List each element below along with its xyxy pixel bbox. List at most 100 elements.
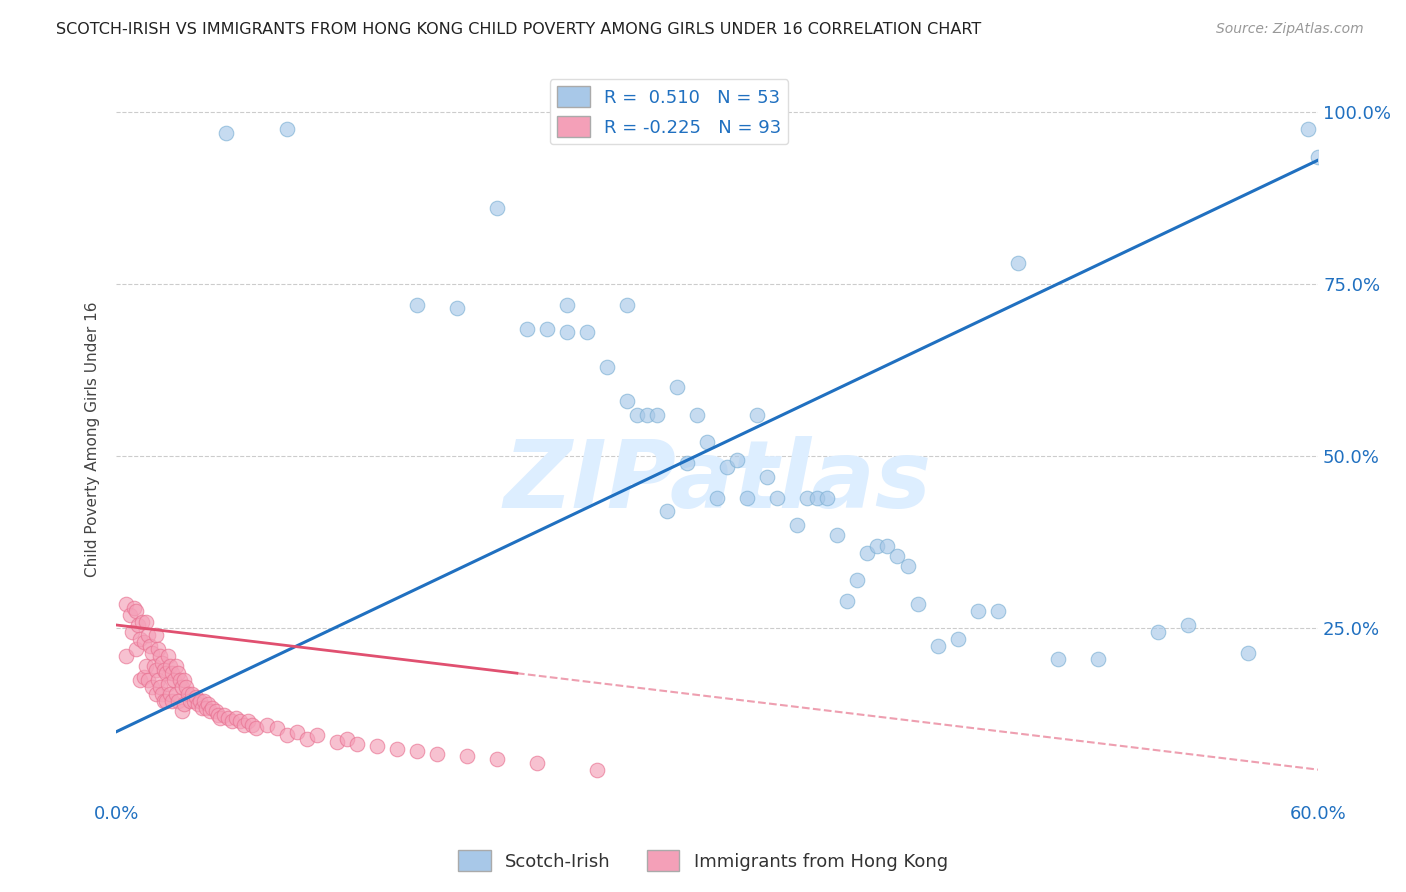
- Point: [159, 687, 181, 701]
- Point: [207, 707, 229, 722]
- Point: [366, 739, 388, 753]
- Point: [655, 504, 678, 518]
- Point: [786, 518, 808, 533]
- Point: [129, 632, 152, 646]
- Point: [485, 202, 508, 216]
- Point: [766, 491, 789, 505]
- Point: [197, 697, 219, 711]
- Point: [756, 470, 779, 484]
- Point: [163, 673, 186, 687]
- Point: [676, 456, 699, 470]
- Point: [121, 624, 143, 639]
- Point: [183, 694, 205, 708]
- Point: [276, 728, 298, 742]
- Point: [124, 600, 146, 615]
- Point: [134, 670, 156, 684]
- Point: [135, 615, 157, 629]
- Point: [195, 700, 218, 714]
- Point: [169, 673, 191, 687]
- Point: [165, 687, 187, 701]
- Point: [167, 666, 190, 681]
- Point: [285, 724, 308, 739]
- Point: [1046, 652, 1069, 666]
- Point: [150, 656, 173, 670]
- Point: [586, 763, 609, 777]
- Point: [815, 491, 838, 505]
- Point: [966, 604, 988, 618]
- Point: [157, 648, 180, 663]
- Text: SCOTCH-IRISH VS IMMIGRANTS FROM HONG KONG CHILD POVERTY AMONG GIRLS UNDER 16 COR: SCOTCH-IRISH VS IMMIGRANTS FROM HONG KON…: [56, 22, 981, 37]
- Point: [205, 704, 228, 718]
- Point: [1147, 624, 1170, 639]
- Point: [217, 711, 239, 725]
- Point: [616, 394, 638, 409]
- Point: [295, 731, 318, 746]
- Point: [696, 435, 718, 450]
- Point: [245, 721, 267, 735]
- Point: [162, 694, 184, 708]
- Point: [136, 673, 159, 687]
- Point: [405, 298, 427, 312]
- Point: [229, 714, 252, 729]
- Point: [159, 659, 181, 673]
- Point: [266, 721, 288, 735]
- Point: [172, 704, 194, 718]
- Text: Source: ZipAtlas.com: Source: ZipAtlas.com: [1216, 22, 1364, 37]
- Point: [186, 690, 208, 705]
- Point: [200, 704, 222, 718]
- Point: [666, 380, 689, 394]
- Legend: Scotch-Irish, Immigrants from Hong Kong: Scotch-Irish, Immigrants from Hong Kong: [451, 843, 955, 879]
- Point: [143, 659, 166, 673]
- Point: [796, 491, 818, 505]
- Point: [135, 659, 157, 673]
- Point: [325, 735, 347, 749]
- Point: [238, 714, 260, 729]
- Point: [856, 546, 879, 560]
- Point: [1296, 122, 1319, 136]
- Point: [148, 673, 170, 687]
- Point: [149, 648, 172, 663]
- Point: [233, 718, 256, 732]
- Point: [149, 680, 172, 694]
- Point: [886, 549, 908, 563]
- Point: [735, 491, 758, 505]
- Point: [336, 731, 359, 746]
- Point: [141, 680, 163, 694]
- Point: [129, 673, 152, 687]
- Point: [405, 744, 427, 758]
- Point: [866, 539, 889, 553]
- Point: [276, 122, 298, 136]
- Point: [139, 639, 162, 653]
- Point: [725, 452, 748, 467]
- Point: [1007, 256, 1029, 270]
- Point: [221, 714, 243, 729]
- Point: [485, 752, 508, 766]
- Point: [125, 604, 148, 618]
- Point: [131, 615, 153, 629]
- Point: [173, 697, 195, 711]
- Point: [120, 607, 142, 622]
- Point: [385, 742, 408, 756]
- Point: [636, 408, 658, 422]
- Point: [536, 322, 558, 336]
- Point: [242, 718, 264, 732]
- Point: [134, 635, 156, 649]
- Point: [191, 700, 214, 714]
- Point: [179, 694, 201, 708]
- Point: [305, 728, 328, 742]
- Point: [1308, 150, 1330, 164]
- Point: [827, 528, 849, 542]
- Point: [190, 694, 212, 708]
- Point: [1177, 618, 1199, 632]
- Point: [167, 694, 190, 708]
- Point: [181, 687, 204, 701]
- Point: [214, 707, 236, 722]
- Point: [1237, 646, 1260, 660]
- Point: [555, 326, 578, 340]
- Point: [876, 539, 898, 553]
- Point: [896, 559, 918, 574]
- Point: [177, 687, 200, 701]
- Point: [346, 737, 368, 751]
- Point: [806, 491, 828, 505]
- Point: [946, 632, 969, 646]
